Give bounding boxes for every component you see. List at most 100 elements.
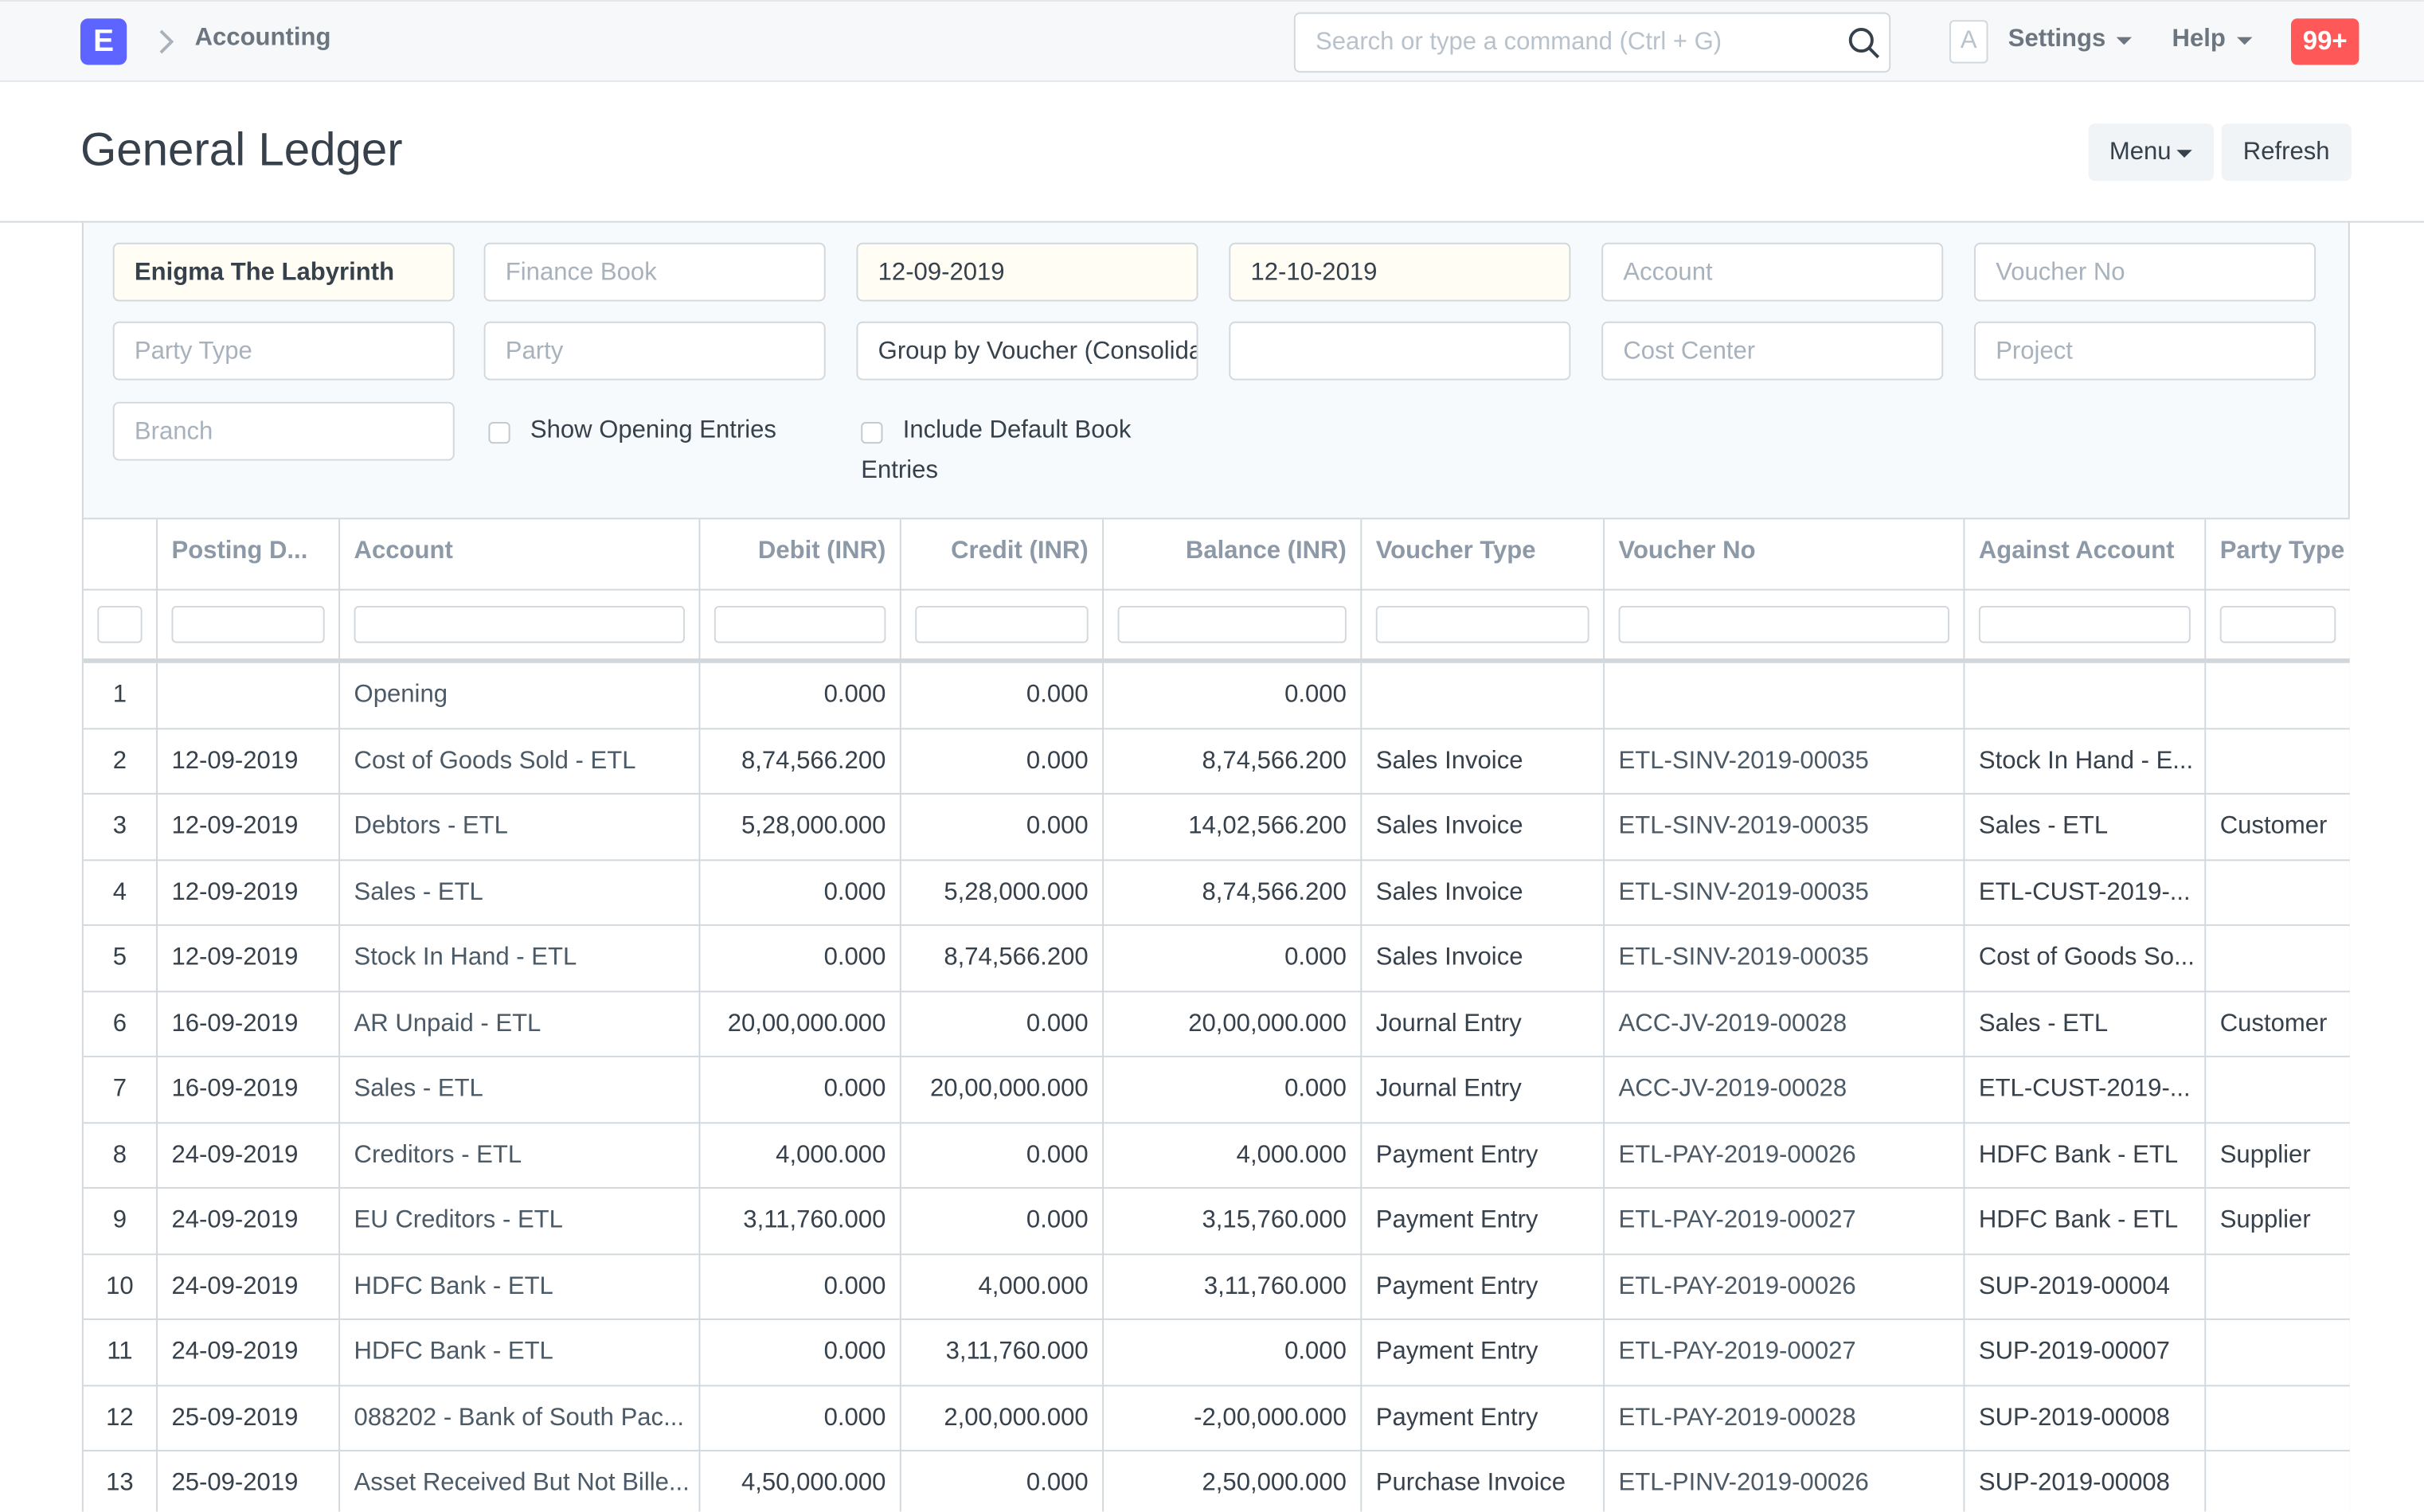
filter-voucher-no[interactable]: Voucher No	[1974, 242, 2316, 302]
column-header: Voucher No	[1605, 519, 1965, 591]
table-cell	[2206, 1254, 2350, 1320]
header-divider	[83, 658, 2350, 663]
checkbox-label: Include Default Book Entries	[861, 417, 1132, 484]
column-filter-input[interactable]	[915, 605, 1089, 643]
table-cell: HDFC Bank - ETL	[1965, 1123, 2207, 1189]
filter-party[interactable]: Party	[483, 321, 826, 381]
filter-blank[interactable]	[1229, 321, 1571, 381]
table-cell: Opening	[340, 662, 701, 729]
table-cell: 24-09-2019	[158, 1254, 341, 1320]
filter-to-date[interactable]: 12-10-2019	[1229, 242, 1571, 302]
navbar	[0, 0, 2424, 82]
checkbox-label: Show Opening Entries	[530, 417, 776, 444]
table-cell: ETL-PAY-2019-00027	[1605, 1188, 1965, 1255]
table-cell: Cost of Goods So...	[1965, 925, 2207, 992]
table-cell: 0.000	[700, 662, 901, 729]
table-cell: 20,00,000.000	[1104, 991, 1363, 1057]
table-cell: 4,000.000	[901, 1254, 1104, 1320]
table-cell: 0.000	[700, 860, 901, 926]
column-filter-input[interactable]	[714, 605, 886, 643]
column-filter-input[interactable]	[1978, 605, 2191, 643]
table-cell: 0.000	[700, 925, 901, 992]
row-number: 3	[83, 794, 158, 861]
filter-finance-book[interactable]: Finance Book	[483, 242, 826, 302]
table-cell: 8,74,566.200	[1104, 729, 1363, 795]
table-cell: 16-09-2019	[158, 991, 341, 1057]
table-cell: 2,50,000.000	[1104, 1451, 1363, 1512]
row-number: 5	[83, 925, 158, 992]
menu-button[interactable]: Menu	[2088, 123, 2214, 182]
table-cell: 4,50,000.000	[700, 1451, 901, 1512]
table-cell: Sales Invoice	[1362, 925, 1605, 992]
column-header: Party Type	[2206, 519, 2350, 591]
filter-project[interactable]: Project	[1974, 321, 2316, 381]
refresh-button[interactable]: Refresh	[2221, 123, 2352, 182]
filter-cost-center[interactable]: Cost Center	[1601, 321, 1944, 381]
table-cell: 0.000	[1104, 925, 1363, 992]
table-cell: 14,02,566.200	[1104, 794, 1363, 861]
column-filter-input[interactable]	[97, 605, 143, 643]
table-cell: Debtors - ETL	[340, 794, 701, 861]
table-cell: ETL-SINV-2019-00035	[1605, 794, 1965, 861]
breadcrumb[interactable]: Accounting	[194, 25, 331, 52]
filter-branch[interactable]: Branch	[112, 401, 455, 461]
column-filter-input[interactable]	[2219, 605, 2336, 643]
table-cell: Sales Invoice	[1362, 729, 1605, 795]
table-cell: 0.000	[1104, 1057, 1363, 1123]
filter-cell	[83, 590, 158, 660]
logo[interactable]: E	[80, 18, 127, 65]
column-filter-input[interactable]	[1375, 605, 1589, 643]
filter-cell	[1104, 590, 1363, 660]
table-cell: 8,74,566.200	[901, 925, 1104, 992]
column-header: Balance (INR)	[1104, 519, 1363, 591]
table-cell: Sales - ETL	[1965, 794, 2207, 861]
filter-party-type[interactable]: Party Type	[112, 321, 455, 381]
checkbox[interactable]	[488, 421, 510, 444]
table-cell: Sales - ETL	[340, 860, 701, 926]
caret	[2237, 37, 2253, 45]
table-cell: 0.000	[901, 991, 1104, 1057]
table-cell: ETL-PAY-2019-00026	[1605, 1123, 1965, 1189]
row-number: 13	[84, 1451, 158, 1512]
search-box[interactable]: Search or type a command (Ctrl + G)	[1293, 12, 1891, 73]
filter-account[interactable]: Account	[1601, 242, 1944, 302]
checkbox[interactable]	[861, 421, 883, 444]
table-cell: ETL-CUST-2019-...	[1965, 1057, 2207, 1123]
column-filter-input[interactable]	[1618, 605, 1949, 643]
column-header: Against Account	[1965, 519, 2207, 591]
table-cell: 3,11,760.000	[1104, 1254, 1363, 1320]
table-cell: 0.000	[901, 1123, 1104, 1189]
table-cell: 12-09-2019	[158, 925, 341, 992]
table-cell: 088202 - Bank of South Pac...	[340, 1385, 701, 1451]
notifications[interactable]: 99+	[2291, 18, 2359, 65]
filter-cell	[1965, 590, 2207, 660]
table-cell: Customer	[2206, 794, 2350, 861]
table-cell: 3,11,760.000	[700, 1188, 901, 1255]
table-cell	[1965, 662, 2207, 729]
filter-group-by[interactable]: Group by Voucher (Consolidated)	[856, 321, 1198, 381]
table-cell: ACC-JV-2019-00028	[1605, 1057, 1965, 1123]
table-cell	[2206, 860, 2350, 926]
filter-company[interactable]: Enigma The Labyrinth	[112, 242, 455, 302]
table-cell: 20,00,000.000	[700, 991, 901, 1057]
help-menu[interactable]: Help	[2172, 26, 2226, 53]
table-cell	[2206, 1385, 2350, 1451]
table-cell: 4,000.000	[1104, 1123, 1363, 1189]
filter-from-date[interactable]: 12-09-2019	[856, 242, 1198, 302]
table-cell: 3,11,760.000	[901, 1319, 1104, 1386]
settings-menu[interactable]: Settings	[2008, 26, 2106, 53]
table-cell: 5,28,000.000	[700, 794, 901, 861]
column-filter-input[interactable]	[171, 605, 325, 643]
table-cell: Sales - ETL	[340, 1057, 701, 1123]
column-filter-input[interactable]	[354, 605, 685, 643]
table-cell: ETL-SINV-2019-00035	[1605, 860, 1965, 926]
avatar[interactable]: A	[1949, 20, 1988, 64]
row-number: 1	[83, 662, 158, 729]
table-cell: 12-09-2019	[158, 860, 341, 926]
table-cell: 0.000	[1104, 662, 1363, 729]
table-cell: 0.000	[901, 794, 1104, 861]
table-cell	[1605, 662, 1965, 729]
filter-cell	[158, 590, 341, 660]
column-filter-input[interactable]	[1117, 605, 1347, 643]
table-cell: ETL-CUST-2019-...	[1965, 860, 2207, 926]
